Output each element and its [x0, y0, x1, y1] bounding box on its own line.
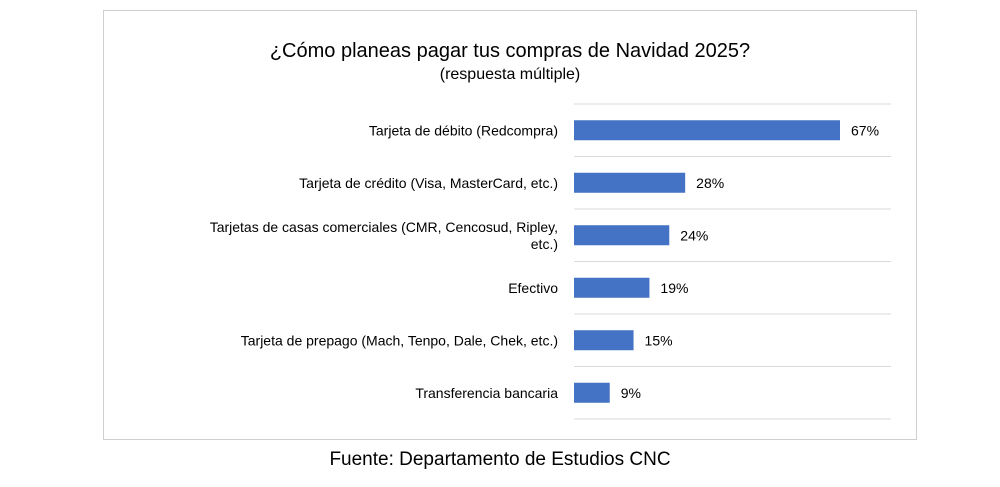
value-label: 67%	[851, 122, 879, 138]
value-label: 24%	[680, 227, 708, 243]
value-label: 15%	[645, 332, 673, 348]
chart-frame: ¿Cómo planeas pagar tus compras de Navid…	[103, 10, 917, 440]
category-label: Efectivo	[508, 280, 558, 296]
value-label: 28%	[696, 175, 724, 191]
source-caption: Fuente: Departamento de Estudios CNC	[329, 449, 671, 470]
value-label: 19%	[660, 280, 688, 296]
chart-subtitle: (respuesta múltiple)	[439, 66, 581, 83]
bar	[574, 277, 650, 298]
category-label: Tarjetas de casas comerciales (CMR, Cenc…	[210, 219, 558, 252]
category-label: Transferencia bancaria	[415, 385, 558, 401]
category-label: Tarjeta de prepago (Mach, Tenpo, Dale, C…	[241, 332, 558, 348]
category-label: Tarjeta de crédito (Visa, MasterCard, et…	[299, 175, 558, 191]
bar	[574, 330, 634, 351]
bar	[574, 382, 610, 403]
bar	[574, 172, 686, 193]
category-label: Tarjeta de débito (Redcompra)	[369, 122, 558, 138]
chart-title: ¿Cómo planeas pagar tus compras de Navid…	[269, 40, 751, 62]
bar	[574, 120, 840, 141]
bar	[574, 225, 670, 246]
value-label: 9%	[621, 385, 641, 401]
